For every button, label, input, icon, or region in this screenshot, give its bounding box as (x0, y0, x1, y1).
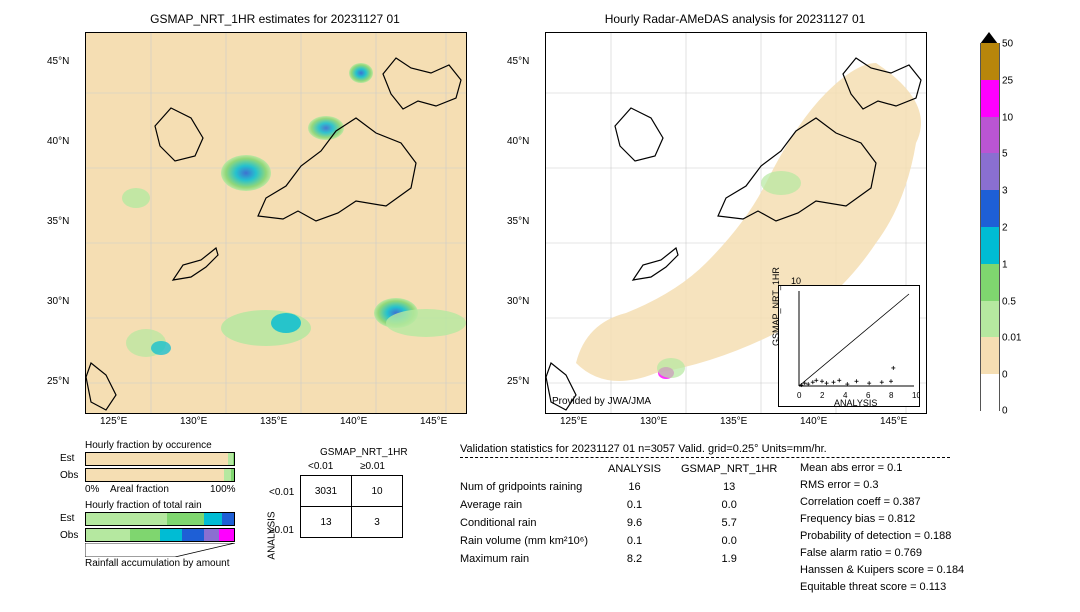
row-obs: Obs (60, 470, 78, 481)
left-map (85, 32, 467, 414)
accum-poly (85, 543, 235, 557)
occ-est-bar (85, 452, 235, 466)
row-est: Est (60, 453, 74, 464)
occ-title: Hourly fraction by occurence (85, 440, 212, 451)
conf-colhead: GSMAP_NRT_1HR (320, 447, 408, 458)
rain-title: Hourly fraction of total rain (85, 500, 202, 511)
conf-r0: <0.01 (269, 487, 294, 498)
stats-list: Mean abs error = 0.1RMS error = 0.3Corre… (800, 460, 964, 596)
svg-text:10: 10 (912, 391, 919, 400)
validation-header: Validation statistics for 20231127 01 n=… (460, 443, 827, 455)
x0: 0% (85, 484, 99, 495)
conf-c1: ≥0.01 (360, 461, 385, 472)
right-map: Provided by JWA/JMA 0246810 ANALYSIS GSM… (545, 32, 927, 414)
rain-est-bar (85, 512, 235, 526)
xaxis: Areal fraction (110, 484, 169, 495)
svg-text:8: 8 (889, 391, 894, 400)
dash (460, 457, 950, 458)
inset-xlabel: ANALYSIS (834, 398, 877, 408)
rain-obs-bar (85, 528, 235, 542)
accum-title: Rainfall accumulation by amount (85, 558, 230, 569)
occ-obs-bar (85, 468, 235, 482)
svg-text:2: 2 (820, 391, 825, 400)
row-obs2: Obs (60, 530, 78, 541)
provider-label: Provided by JWA/JMA (552, 396, 651, 407)
colorbar: 50251053210.50.0100 (980, 32, 998, 412)
inset-ylabel: GSMAP_NRT_1HR (771, 267, 781, 346)
conf-c0: <0.01 (308, 461, 333, 472)
right-map-title: Hourly Radar-AMeDAS analysis for 2023112… (605, 12, 866, 26)
confusion-table: 303110 133 (300, 475, 403, 538)
x100: 100% (210, 484, 236, 495)
left-map-svg (86, 33, 466, 413)
svg-text:0: 0 (797, 391, 802, 400)
validation-table: ANALYSISGSMAP_NRT_1HRNum of gridpoints r… (450, 460, 787, 568)
row-est2: Est (60, 513, 74, 524)
inset-scatter: 0246810 ANALYSIS GSMAP_NRT_1HR 10 (778, 285, 920, 407)
conf-r1: ≥0.01 (269, 525, 294, 536)
left-map-title: GSMAP_NRT_1HR estimates for 20231127 01 (150, 12, 400, 26)
